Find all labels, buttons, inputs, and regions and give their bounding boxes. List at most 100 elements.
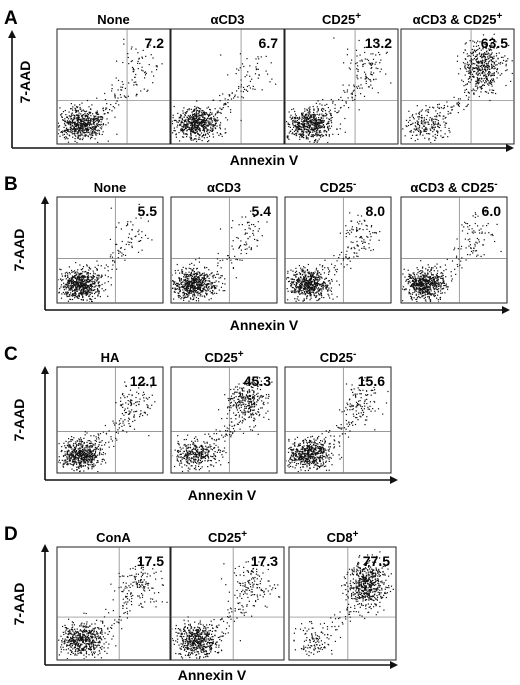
event-cloud xyxy=(402,211,502,302)
condition-label: HA xyxy=(101,350,120,365)
quadrant-percentage: 7.2 xyxy=(145,35,165,51)
dot-plot: CD25+17.3 xyxy=(170,529,285,661)
event-cloud xyxy=(58,203,153,302)
condition-superscript: + xyxy=(241,529,247,540)
condition-name: CD25 xyxy=(320,350,353,365)
plot-frame xyxy=(56,366,164,474)
condition-name: αCD3 xyxy=(207,180,241,195)
quadrant-percentage: 6.7 xyxy=(259,35,279,51)
condition-superscript: - xyxy=(353,349,356,360)
event-cloud xyxy=(172,210,268,302)
quadrant-percentage: 15.6 xyxy=(358,373,385,389)
condition-label: CD25+ xyxy=(322,11,361,27)
condition-label: αCD3 & CD25+ xyxy=(413,11,503,27)
condition-label: αCD3 & CD25- xyxy=(410,179,497,195)
condition-name: None xyxy=(97,12,130,27)
condition-name: None xyxy=(94,180,127,195)
condition-name: αCD3 & CD25 xyxy=(410,180,494,195)
y-axis-arrowhead xyxy=(41,366,49,374)
condition-label: CD25+ xyxy=(208,529,247,545)
condition-label: ConA xyxy=(96,530,131,545)
x-axis-label: Annexin V xyxy=(178,667,247,683)
event-cloud xyxy=(58,381,156,472)
condition-label: None xyxy=(94,180,127,195)
y-axis-arrowhead xyxy=(41,544,49,552)
x-axis-arrowhead xyxy=(390,476,398,484)
condition-label: αCD3 xyxy=(211,12,245,27)
plot-frame xyxy=(284,366,392,474)
dot-plot: αCD3 & CD25- 6.0 xyxy=(400,179,508,304)
condition-label: None xyxy=(97,12,130,27)
event-cloud xyxy=(286,37,392,143)
condition-label: CD8+ xyxy=(327,529,359,545)
x-axis-label: Annexin V xyxy=(230,152,299,168)
y-axis-label: 7-AAD xyxy=(11,229,27,272)
event-cloud xyxy=(58,38,163,143)
dot-plot: CD25+13.2 xyxy=(284,11,399,145)
panel-letter: C xyxy=(4,344,18,365)
y-axis-arrowhead xyxy=(41,196,49,204)
condition-name: HA xyxy=(101,350,120,365)
panel-letter: B xyxy=(4,174,18,195)
plot-frame xyxy=(56,28,171,145)
condition-name: CD25 xyxy=(322,12,355,27)
x-axis-arrowhead xyxy=(390,661,398,669)
event-cloud xyxy=(172,53,277,143)
y-axis-label: 7-AAD xyxy=(11,583,27,626)
y-axis-label: 7-AAD xyxy=(17,61,33,104)
quadrant-percentage: 13.2 xyxy=(365,35,392,51)
quadrant-percentage: 17.5 xyxy=(137,553,164,569)
plot-frame xyxy=(170,28,285,145)
event-cloud xyxy=(172,557,281,659)
event-cloud xyxy=(402,33,513,143)
condition-superscript: - xyxy=(494,179,497,190)
condition-name: αCD3 & CD25 xyxy=(413,12,497,27)
dot-plot: CD8+77.5 xyxy=(288,529,397,661)
condition-superscript: - xyxy=(353,179,356,190)
dot-plot: αCD3 & CD25+63.5 xyxy=(400,11,515,145)
condition-name: CD25 xyxy=(208,530,241,545)
panel-letter: D xyxy=(4,524,18,545)
quadrant-percentage: 6.0 xyxy=(482,203,502,219)
condition-label: CD25- xyxy=(320,179,357,195)
condition-label: CD25+ xyxy=(204,349,243,365)
dot-plot: αCD3 6.7 xyxy=(170,12,285,145)
x-axis-arrowhead xyxy=(502,306,510,314)
condition-superscript: + xyxy=(355,11,361,22)
quadrant-percentage: 77.5 xyxy=(363,553,390,569)
event-cloud xyxy=(286,377,389,472)
event-cloud xyxy=(293,551,394,657)
dot-plot: αCD3 5.4 xyxy=(170,180,278,304)
quadrant-percentage: 17.3 xyxy=(251,553,278,569)
quadrant-percentage: 8.0 xyxy=(366,203,386,219)
event-cloud xyxy=(286,212,381,302)
dot-plot: None 5.5 xyxy=(56,180,164,304)
dot-plot: ConA 17.5 xyxy=(56,530,171,661)
dot-plot: CD25-15.6 xyxy=(284,349,392,474)
quadrant-percentage: 5.5 xyxy=(138,203,158,219)
x-axis-arrowhead xyxy=(506,144,514,152)
condition-name: CD25 xyxy=(320,180,353,195)
condition-name: αCD3 xyxy=(211,12,245,27)
dot-plot: None 7.2 xyxy=(56,12,171,145)
event-cloud xyxy=(58,561,168,659)
plot-frame xyxy=(288,546,397,661)
condition-superscript: + xyxy=(497,11,503,22)
condition-label: CD25- xyxy=(320,349,357,365)
condition-superscript: + xyxy=(353,529,359,540)
y-axis-label: 7-AAD xyxy=(11,399,27,442)
quadrant-percentage: 45.3 xyxy=(244,373,271,389)
dot-plot: CD25- 8.0 xyxy=(284,179,392,304)
dot-plot: CD25+45.3 xyxy=(170,349,278,474)
quadrant-percentage: 12.1 xyxy=(130,373,157,389)
condition-name: CD25 xyxy=(204,350,237,365)
event-cloud xyxy=(172,376,273,472)
condition-name: CD8 xyxy=(327,530,353,545)
condition-superscript: + xyxy=(238,349,244,360)
panel-letter: A xyxy=(4,8,18,29)
condition-name: ConA xyxy=(96,530,131,545)
